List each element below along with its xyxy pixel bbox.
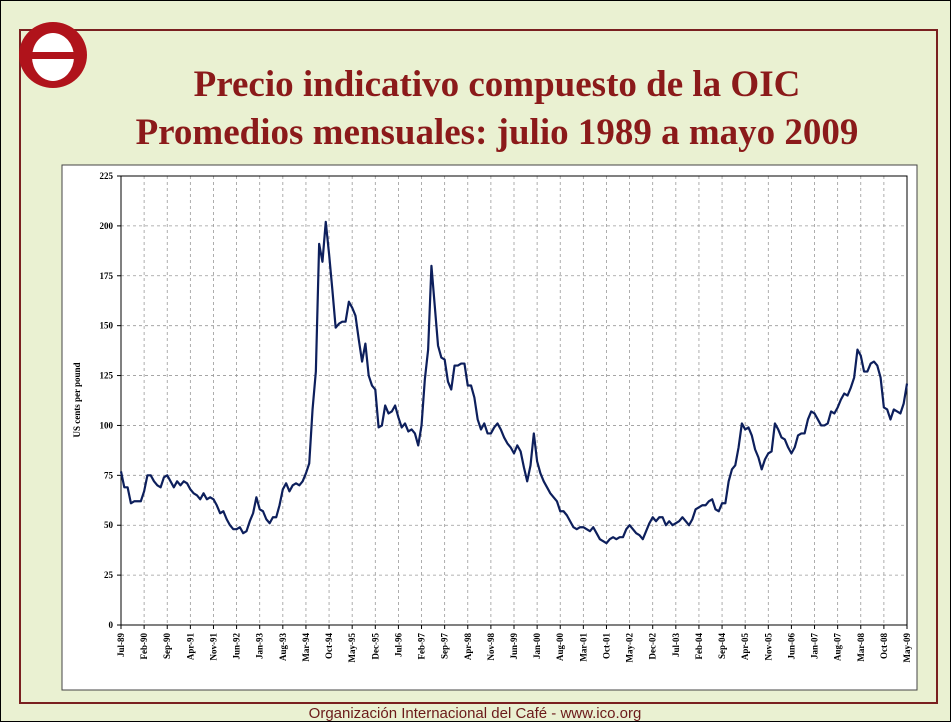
y-tick-label: 125 <box>100 371 114 381</box>
title-line: Precio indicativo compuesto de la OIC <box>194 64 801 105</box>
x-tick-label: May-95 <box>347 633 357 663</box>
x-tick-label: Mar-94 <box>301 633 311 662</box>
x-tick-label: Sep-97 <box>440 633 450 660</box>
x-tick-label: Dec-95 <box>370 633 380 660</box>
x-tick-label: Sep-04 <box>717 633 727 660</box>
logo <box>19 22 87 88</box>
x-tick-label: Nov-91 <box>208 633 218 661</box>
x-tick-label: Jan-00 <box>532 633 542 660</box>
x-tick-label: Oct-08 <box>879 633 889 659</box>
x-tick-label: Jul-89 <box>116 633 126 658</box>
x-tick-label: Nov-98 <box>486 633 496 661</box>
x-tick-label: Jul-03 <box>671 633 681 658</box>
plot-border <box>120 175 908 626</box>
slide-frame <box>19 29 938 704</box>
x-tick-label: Aug-00 <box>555 633 565 662</box>
x-tick-label: Feb-90 <box>139 633 149 660</box>
x-tick-label: Oct-01 <box>601 633 611 659</box>
x-tick-label: Feb-97 <box>417 633 427 660</box>
x-tick-label: Jun-92 <box>232 633 242 660</box>
price-line <box>119 220 909 545</box>
y-tick-label: 100 <box>100 420 114 430</box>
title-line: Promedios mensuales: julio 1989 a mayo 2… <box>136 112 859 153</box>
x-tick-label: Mar-08 <box>856 633 866 662</box>
plot: 0 25 50 75 100 125 150 175 200 225 Jul-89 Feb-90 Sep… <box>100 171 913 663</box>
y-tick-label: 150 <box>100 321 114 331</box>
footer: Organización Internacional del Café - ww… <box>309 705 642 722</box>
x-tick-label: May-02 <box>625 633 635 663</box>
x-tick-label: May-09 <box>902 633 912 663</box>
y-tick-label: 75 <box>104 470 114 480</box>
x-tick-label: Aug-93 <box>278 633 288 662</box>
x-tick-label: Aug-07 <box>833 633 843 662</box>
x-tick-label: Sep-90 <box>162 633 172 660</box>
x-tick-label: Apr-98 <box>463 633 473 661</box>
y-tick-label: 225 <box>100 171 114 181</box>
x-tick-label: Oct-94 <box>324 633 334 659</box>
x-tick-label: Apr-05 <box>740 633 750 661</box>
x-tick-label: Jun-99 <box>509 633 519 660</box>
x-tick-label: Jun-06 <box>786 633 796 660</box>
x-tick-label: Feb-04 <box>694 633 704 660</box>
x-tick-label: Jul-96 <box>393 633 403 658</box>
y-tick-label: 175 <box>100 271 114 281</box>
x-tick-label: Dec-02 <box>648 633 658 660</box>
x-tick-label: Nov-05 <box>763 633 773 661</box>
y-axis-title: US cents per pound <box>72 362 82 437</box>
y-tick-label: 50 <box>104 520 114 530</box>
x-tick-label: Mar-01 <box>578 633 588 662</box>
y-tick-label: 200 <box>100 221 114 231</box>
y-tick-label: 0 <box>109 620 114 630</box>
y-tick-label: 25 <box>104 570 114 580</box>
x-tick-label: Jan-93 <box>255 633 265 660</box>
x-tick-label: Apr-91 <box>185 633 195 661</box>
logo-bar <box>32 52 74 59</box>
x-tick-label: Jan-07 <box>810 633 820 660</box>
